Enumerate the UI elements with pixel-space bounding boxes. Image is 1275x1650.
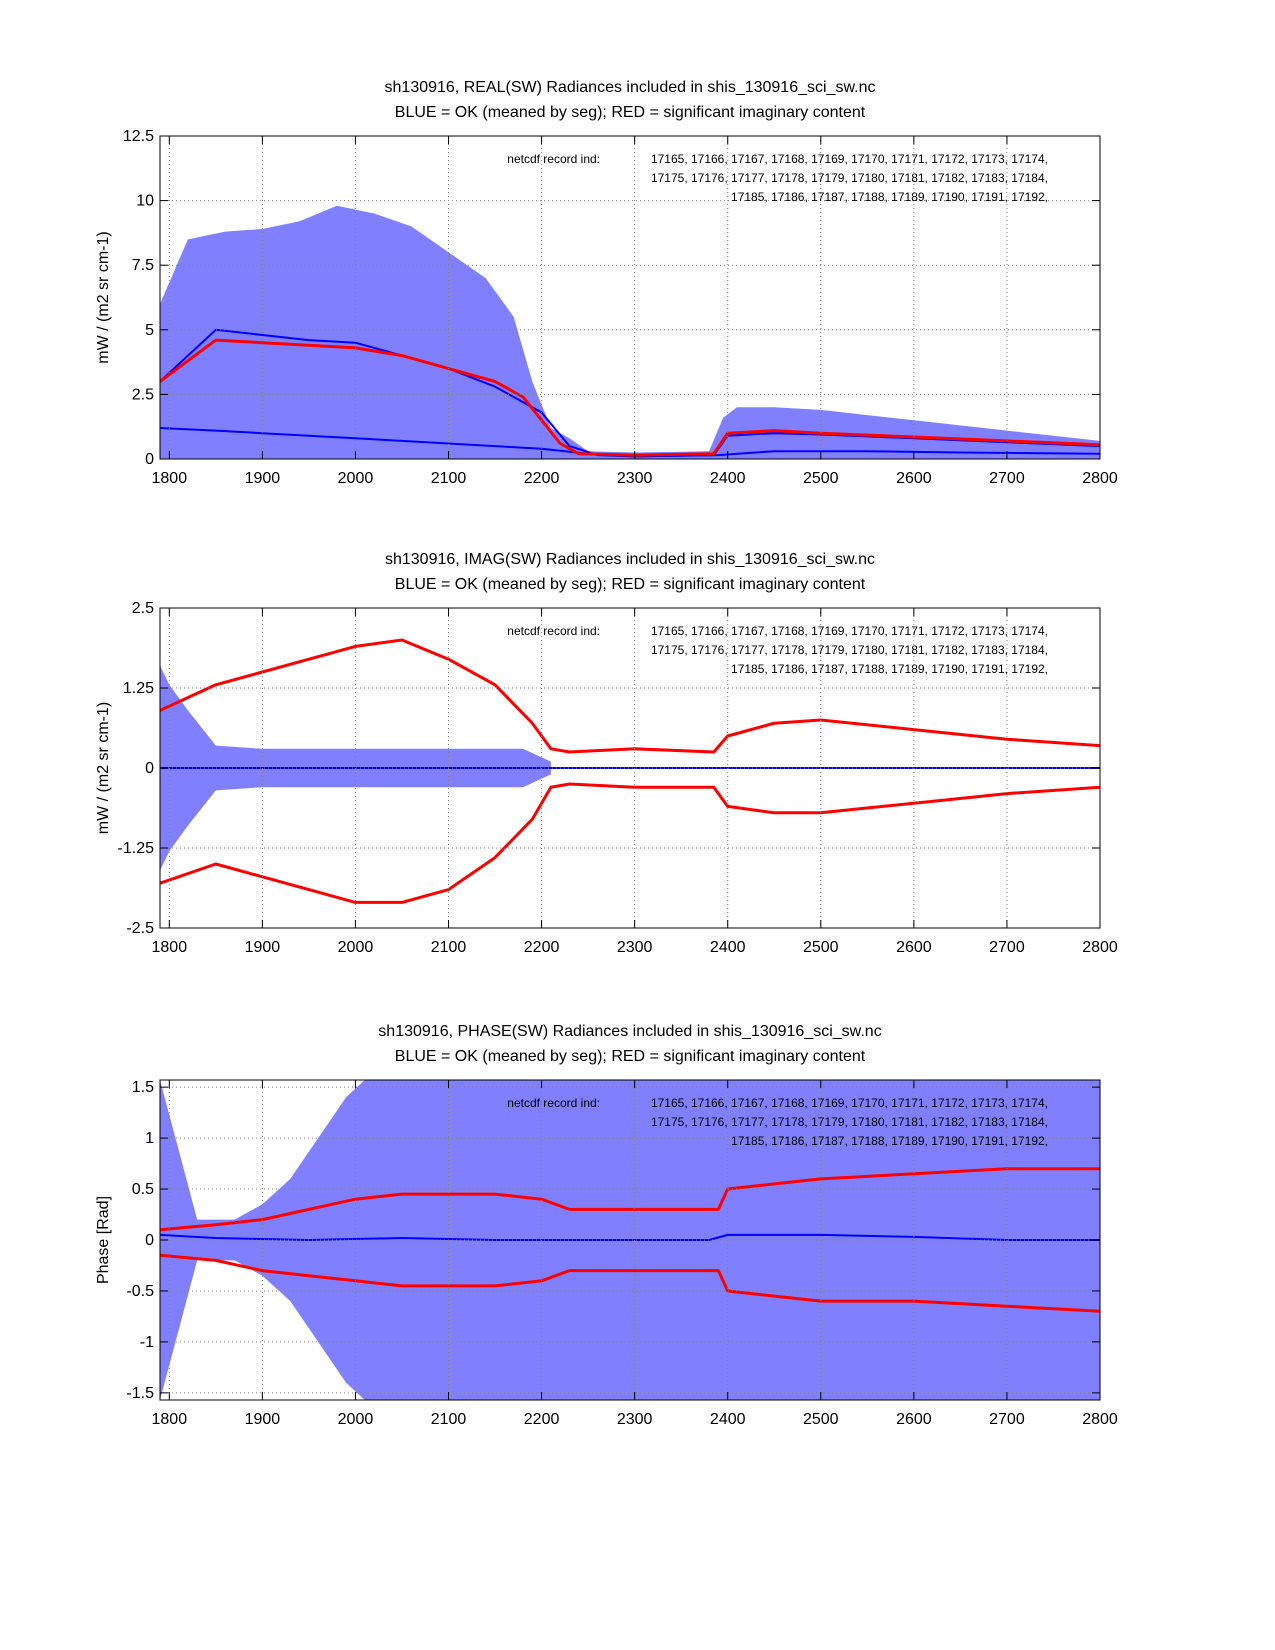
y-tick-label: 7.5: [132, 257, 154, 274]
x-tick-label: 2200: [524, 470, 560, 487]
y-tick-label: 5: [145, 322, 154, 339]
x-tick-label: 1800: [152, 1411, 188, 1428]
chart-panel-1: sh130916, REAL(SW) Radiances included in…: [95, 79, 1118, 487]
chart-title: sh130916, PHASE(SW) Radiances included i…: [378, 1023, 881, 1040]
y-tick-label: 0: [145, 451, 154, 468]
series-line-2: [160, 1167, 1100, 1232]
chart-panel-2: sh130916, IMAG(SW) Radiances included in…: [95, 551, 1118, 956]
y-axis-label: mW / (m2 sr cm-1): [95, 702, 112, 834]
x-tick-label: 2500: [803, 470, 839, 487]
x-tick-label: 2700: [989, 1411, 1025, 1428]
annotation-line: 17175, 17176, 17177, 17178, 17179, 17180…: [651, 1115, 1048, 1129]
x-tick-label: 2100: [431, 1411, 467, 1428]
chart-title: sh130916, REAL(SW) Radiances included in…: [385, 79, 876, 96]
chart-title: sh130916, IMAG(SW) Radiances included in…: [385, 551, 875, 568]
y-tick-label: -2.5: [126, 920, 154, 937]
y-axis-label: Phase [Rad]: [95, 1196, 112, 1284]
x-tick-label: 1800: [152, 939, 188, 956]
y-tick-label: 0: [145, 760, 154, 777]
x-tick-label: 2500: [803, 1411, 839, 1428]
y-tick-label: 0: [145, 1232, 154, 1249]
y-tick-label: -1.25: [118, 840, 155, 857]
y-tick-label: -1.5: [126, 1385, 154, 1402]
y-tick-label: 1: [145, 1130, 154, 1147]
annotation-prefix: netcdf record ind:: [507, 1096, 600, 1110]
x-tick-label: 2800: [1082, 1411, 1118, 1428]
x-tick-label: 1900: [245, 939, 281, 956]
chart-subtitle: BLUE = OK (meaned by seg); RED = signifi…: [395, 104, 866, 121]
y-tick-label: 1.25: [123, 680, 154, 697]
chart-panel-3: sh130916, PHASE(SW) Radiances included i…: [95, 1023, 1118, 1428]
y-tick-label: -0.5: [126, 1283, 154, 1300]
annotation-prefix: netcdf record ind:: [507, 624, 600, 638]
axes-box: [159, 135, 1101, 460]
y-tick-label: 12.5: [123, 128, 154, 145]
x-tick-label: 1800: [152, 470, 188, 487]
x-tick-label: 2100: [431, 470, 467, 487]
annotation-line: 17175, 17176, 17177, 17178, 17179, 17180…: [651, 171, 1048, 185]
x-tick-label: 2300: [617, 939, 653, 956]
x-tick-label: 2600: [896, 1411, 932, 1428]
chart-subtitle: BLUE = OK (meaned by seg); RED = signifi…: [395, 1048, 866, 1065]
x-tick-label: 2700: [989, 470, 1025, 487]
x-tick-label: 2200: [524, 939, 560, 956]
series-envelope-0: [160, 205, 1100, 459]
x-tick-label: 2400: [710, 470, 746, 487]
series-line-3: [160, 338, 1100, 457]
y-tick-label: 1.5: [132, 1079, 154, 1096]
x-tick-label: 2300: [617, 1411, 653, 1428]
x-tick-label: 2200: [524, 1411, 560, 1428]
x-tick-label: 2300: [617, 470, 653, 487]
y-tick-label: 10: [136, 193, 154, 210]
x-tick-label: 2500: [803, 939, 839, 956]
annotation-line: 17165, 17166, 17167, 17168, 17169, 17170…: [651, 152, 1048, 166]
x-tick-label: 2700: [989, 939, 1025, 956]
annotation-line: 17165, 17166, 17167, 17168, 17169, 17170…: [651, 1096, 1048, 1110]
annotation-line: 17185, 17186, 17187, 17188, 17189, 17190…: [731, 1134, 1048, 1148]
y-tick-label: 2.5: [132, 386, 154, 403]
x-tick-label: 2000: [338, 470, 374, 487]
x-tick-label: 1900: [245, 470, 281, 487]
chart-subtitle: BLUE = OK (meaned by seg); RED = signifi…: [395, 576, 866, 593]
annotation-line: 17165, 17166, 17167, 17168, 17169, 17170…: [651, 624, 1048, 638]
y-tick-label: 2.5: [132, 600, 154, 617]
y-tick-label: -1: [140, 1334, 154, 1351]
x-tick-label: 2400: [710, 1411, 746, 1428]
x-tick-label: 2600: [896, 470, 932, 487]
annotation-prefix: netcdf record ind:: [507, 152, 600, 166]
x-tick-label: 2800: [1082, 470, 1118, 487]
x-tick-label: 2100: [431, 939, 467, 956]
x-tick-label: 2600: [896, 939, 932, 956]
annotation-line: 17185, 17186, 17187, 17188, 17189, 17190…: [731, 190, 1048, 204]
y-tick-label: 0.5: [132, 1181, 154, 1198]
annotation-line: 17175, 17176, 17177, 17178, 17179, 17180…: [651, 643, 1048, 657]
x-tick-label: 2000: [338, 939, 374, 956]
y-axis-label: mW / (m2 sr cm-1): [95, 231, 112, 363]
x-tick-label: 2000: [338, 1411, 374, 1428]
annotation-line: 17185, 17186, 17187, 17188, 17189, 17190…: [731, 662, 1048, 676]
x-tick-label: 2400: [710, 939, 746, 956]
x-tick-label: 2800: [1082, 939, 1118, 956]
x-tick-label: 1900: [245, 1411, 281, 1428]
